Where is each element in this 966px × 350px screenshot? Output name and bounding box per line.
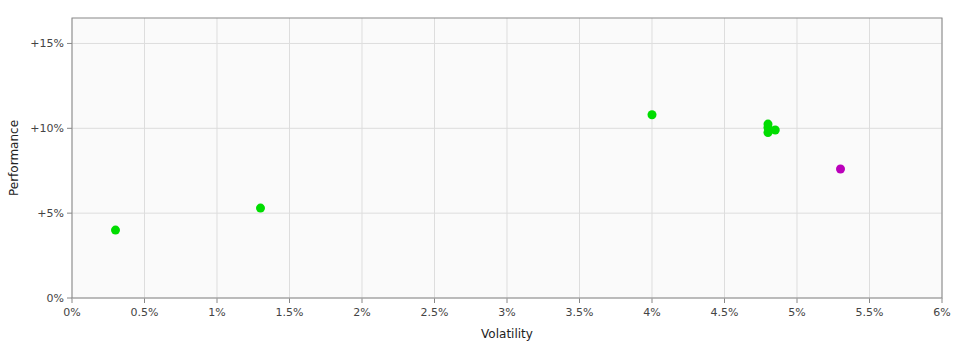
x-tick: [144, 298, 145, 303]
x-tick-label: 6%: [933, 306, 950, 319]
x-tick: [289, 298, 290, 303]
x-tick-label: 3.5%: [566, 306, 594, 319]
x-tick-label: 2%: [353, 306, 370, 319]
x-axis-label: Volatility: [481, 327, 533, 341]
scatter-point: [836, 165, 845, 174]
x-grid-line: [217, 18, 218, 298]
scatter-point: [256, 204, 265, 213]
plot-background: [72, 18, 942, 298]
plot-frame: [72, 18, 942, 298]
x-grid-line: [797, 18, 798, 298]
chart-container: 0% 0.5% 1% 1.5% 2% 2.5% 3% 3.5% 4% 4.5% 5% 5.5% 6% 0%…: [0, 0, 966, 350]
x-tick: [217, 298, 218, 303]
y-tick: [67, 128, 72, 129]
y-tick-label: 0%: [47, 292, 64, 305]
x-tick: [507, 298, 508, 303]
x-grid-line: [724, 18, 725, 298]
x-grid-line: [869, 18, 870, 298]
x-tick: [869, 298, 870, 303]
x-tick: [72, 298, 73, 303]
y-tick-label: +10%: [30, 122, 64, 135]
x-tick-label: 0.5%: [131, 306, 159, 319]
x-grid-line: [507, 18, 508, 298]
x-tick-label: 5.5%: [856, 306, 884, 319]
x-grid-line: [652, 18, 653, 298]
grid: [67, 18, 942, 303]
x-tick: [724, 298, 725, 303]
x-grid-line: [362, 18, 363, 298]
x-tick: [942, 298, 943, 303]
chart-svg: 0% 0.5% 1% 1.5% 2% 2.5% 3% 3.5% 4% 4.5% 5% 5.5% 6% 0%…: [0, 0, 966, 350]
y-tick-label: +15%: [30, 37, 64, 50]
y-grid-line: [72, 213, 942, 214]
y-tick: [67, 213, 72, 214]
scatter-point: [648, 110, 657, 119]
x-tick-label: 4%: [643, 306, 660, 319]
y-tick: [67, 43, 72, 44]
x-tick-label: 2.5%: [421, 306, 449, 319]
points: [111, 110, 845, 234]
tick-labels: 0% 0.5% 1% 1.5% 2% 2.5% 3% 3.5% 4% 4.5% 5% 5.5% 6% 0%…: [30, 37, 950, 319]
y-tick: [67, 298, 72, 299]
x-tick-label: 1%: [208, 306, 225, 319]
x-grid-line: [144, 18, 145, 298]
y-tick-label: +5%: [37, 207, 64, 220]
x-tick-label: 0%: [63, 306, 80, 319]
x-tick-label: 5%: [788, 306, 805, 319]
x-tick: [434, 298, 435, 303]
y-grid-line: [72, 128, 942, 129]
x-tick: [362, 298, 363, 303]
x-tick: [797, 298, 798, 303]
x-tick-label: 4.5%: [711, 306, 739, 319]
x-grid-line: [579, 18, 580, 298]
x-tick-label: 1.5%: [276, 306, 304, 319]
x-tick: [579, 298, 580, 303]
x-grid-line: [434, 18, 435, 298]
y-axis-label: Performance: [7, 120, 21, 196]
x-tick: [652, 298, 653, 303]
x-tick-label: 3%: [498, 306, 515, 319]
scatter-point: [771, 126, 780, 135]
scatter-point: [111, 226, 120, 235]
x-grid-line: [289, 18, 290, 298]
y-grid-line: [72, 43, 942, 44]
